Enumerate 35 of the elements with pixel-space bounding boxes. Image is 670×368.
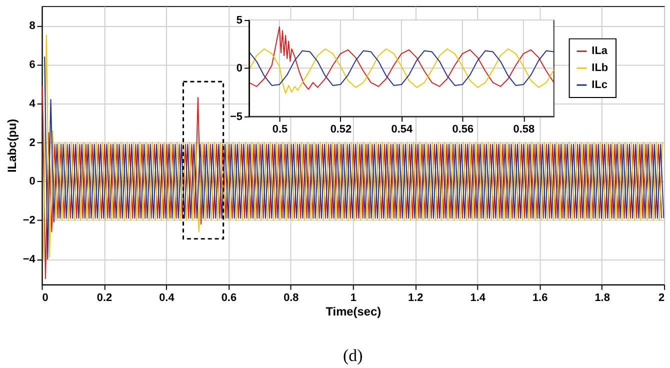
y-tick-label: 4: [29, 98, 36, 110]
y-tick-label: 0: [29, 176, 36, 188]
x-tick-label: 1.2: [408, 292, 424, 304]
x-tick-label: 2: [658, 292, 665, 304]
line-series: [248, 48, 554, 94]
x-axis-title: Time(sec): [326, 304, 382, 319]
line-series: [248, 26, 554, 90]
x-tick-label: 0.4: [159, 292, 176, 304]
legend-label: ILb: [592, 62, 608, 74]
x-tick-label: 0.58: [513, 124, 535, 136]
text: (d): [343, 346, 363, 365]
y-tick-label: 6: [29, 58, 36, 71]
x-tick-label: 0: [42, 292, 48, 304]
y-tick-label: 5: [236, 14, 243, 26]
x-tick-label: 1.6: [532, 292, 548, 304]
y-tick-label: −2: [22, 214, 36, 227]
y-tick-label: 0: [236, 62, 243, 75]
x-tick-label: 1.4: [470, 292, 486, 304]
x-tick-label: 1: [350, 292, 356, 304]
line-series: [248, 50, 554, 86]
y-tick-label: 8: [29, 20, 36, 32]
x-tick-label: 1.8: [594, 292, 610, 304]
x-tick-label: 0.2: [96, 292, 112, 304]
x-tick-label: 0.54: [391, 124, 414, 136]
x-tick-label: 0.6: [221, 292, 237, 304]
x-tick-label: 0.5: [272, 124, 288, 136]
legend-label: ILa: [592, 45, 608, 58]
y-axis-title: ILabc(pu): [4, 118, 19, 173]
x-tick-label: 0.8: [284, 292, 299, 304]
y-tick-label: 2: [29, 136, 36, 149]
x-tick-label: 0.52: [330, 124, 352, 136]
legend-label: ILc: [592, 79, 608, 92]
y-tick-label: −5: [230, 110, 243, 123]
x-tick-label: 0.56: [452, 124, 474, 136]
y-tick-label: −4: [22, 254, 36, 266]
